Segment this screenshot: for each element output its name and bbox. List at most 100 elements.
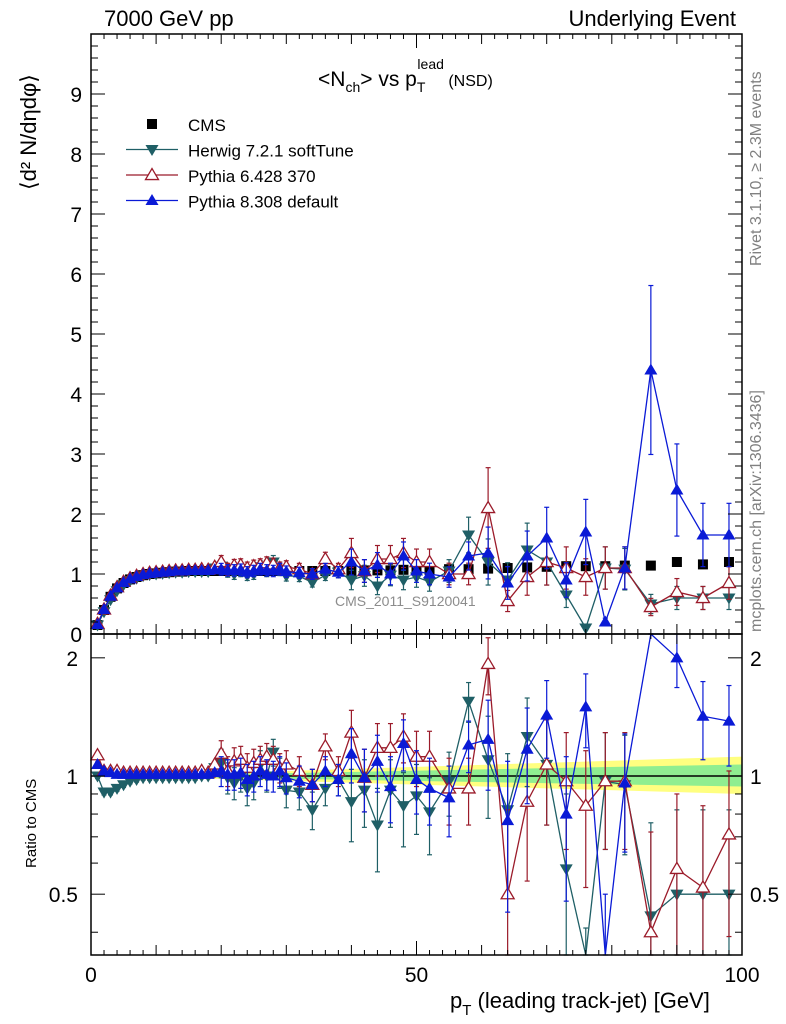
data-point bbox=[331, 772, 345, 785]
top-series bbox=[91, 516, 736, 635]
data-point bbox=[643, 599, 659, 613]
data-point bbox=[318, 562, 332, 574]
data-point bbox=[480, 656, 496, 670]
y-tick-label: 8 bbox=[70, 144, 82, 167]
data-point bbox=[318, 764, 332, 776]
chart-title: <Nch> vs pTlead (NSD) bbox=[318, 56, 493, 95]
data-point bbox=[669, 584, 685, 598]
data-point bbox=[266, 769, 280, 781]
data-point bbox=[480, 500, 496, 514]
data-point bbox=[618, 561, 632, 573]
data-point bbox=[357, 771, 371, 783]
legend-label: CMS bbox=[188, 116, 226, 135]
data-point bbox=[501, 814, 515, 826]
ratio-series bbox=[91, 632, 736, 956]
data-point bbox=[317, 738, 333, 752]
ratio-y-tick-label-right: 2 bbox=[750, 648, 762, 671]
data-point bbox=[481, 546, 495, 558]
y-tick-label: 3 bbox=[70, 444, 82, 467]
data-point bbox=[462, 738, 476, 750]
data-point bbox=[520, 549, 534, 561]
legend-label: Herwig 7.2.1 softTune bbox=[188, 142, 354, 161]
data-point bbox=[671, 557, 682, 567]
data-point bbox=[370, 754, 384, 766]
x-tick-label: 100 bbox=[724, 964, 759, 987]
data-point bbox=[597, 560, 613, 574]
data-point bbox=[579, 525, 593, 537]
data-point bbox=[357, 564, 371, 576]
y-tick-label: 2 bbox=[70, 504, 82, 527]
data-point bbox=[317, 551, 333, 565]
data-point bbox=[722, 714, 736, 726]
data-point bbox=[292, 774, 306, 786]
data-point bbox=[670, 483, 684, 495]
data-point bbox=[97, 602, 111, 614]
ratio-y-tick-label-right: 1 bbox=[750, 766, 762, 789]
x-axis-label: pT (leading track-jet) [GeV] bbox=[450, 988, 710, 1019]
x-tick-label: 0 bbox=[85, 964, 97, 987]
data-point bbox=[91, 757, 105, 770]
data-point bbox=[104, 787, 118, 799]
data-point bbox=[695, 879, 711, 893]
data-point bbox=[396, 549, 410, 561]
data-point bbox=[696, 709, 710, 721]
data-point bbox=[578, 569, 594, 583]
mcplots-info-label: mcplots.cern.ch [arXiv:1306.3436] bbox=[748, 390, 765, 632]
y-tick-label: 1 bbox=[70, 564, 82, 587]
data-point bbox=[91, 617, 105, 629]
data-point bbox=[117, 780, 131, 792]
data-point bbox=[501, 576, 515, 588]
data-point bbox=[462, 696, 476, 708]
data-point bbox=[597, 773, 613, 787]
legend-marker bbox=[145, 144, 159, 156]
data-point bbox=[344, 797, 358, 809]
rivet-info-label: Rivet 3.1.10, ≥ 2.3M events bbox=[748, 71, 765, 266]
data-point bbox=[331, 565, 345, 577]
data-point bbox=[559, 807, 573, 819]
data-point bbox=[117, 575, 131, 587]
data-point bbox=[396, 737, 410, 749]
data-point bbox=[442, 791, 456, 803]
data-point bbox=[442, 570, 456, 582]
data-point bbox=[273, 764, 287, 776]
y-axis-label: ⟨d² N/dηdφ⟩ bbox=[16, 74, 41, 190]
data-point bbox=[382, 551, 399, 565]
data-point bbox=[462, 549, 476, 561]
watermark: CMS_2011_S9120041 bbox=[335, 593, 476, 609]
ratio-y-tick-label: 1 bbox=[66, 766, 78, 789]
ratio-y-tick-label: 0.5 bbox=[49, 884, 78, 907]
data-point bbox=[644, 363, 658, 375]
data-point bbox=[344, 575, 358, 587]
data-point bbox=[396, 575, 410, 587]
data-point bbox=[305, 567, 319, 579]
data-point bbox=[305, 778, 319, 790]
data-point bbox=[460, 780, 477, 794]
data-point bbox=[722, 528, 736, 540]
x-tick-label: 50 bbox=[405, 964, 428, 987]
data-point bbox=[370, 581, 384, 593]
legend-label: Pythia 6.428 370 bbox=[188, 167, 316, 186]
data-point bbox=[539, 756, 555, 770]
data-point bbox=[670, 651, 684, 663]
energy-label: 7000 GeV pp bbox=[104, 6, 234, 31]
data-point bbox=[460, 566, 477, 580]
data-point bbox=[643, 924, 659, 938]
legend-marker bbox=[147, 119, 157, 129]
data-point bbox=[540, 708, 554, 720]
data-point bbox=[721, 826, 737, 840]
data-point bbox=[279, 771, 293, 783]
data-point bbox=[618, 776, 632, 788]
data-point bbox=[423, 567, 437, 579]
y-tick-label: 9 bbox=[70, 84, 82, 107]
data-point bbox=[305, 577, 319, 589]
data-point bbox=[214, 764, 228, 776]
legend-marker bbox=[145, 194, 159, 206]
data-point bbox=[559, 573, 573, 585]
ratio-y-tick-label: 2 bbox=[66, 648, 78, 671]
data-point bbox=[110, 783, 124, 795]
data-point bbox=[279, 565, 293, 577]
data-point bbox=[579, 700, 593, 712]
y-tick-label: 7 bbox=[70, 204, 82, 227]
data-point bbox=[410, 772, 423, 785]
data-point bbox=[695, 590, 711, 604]
